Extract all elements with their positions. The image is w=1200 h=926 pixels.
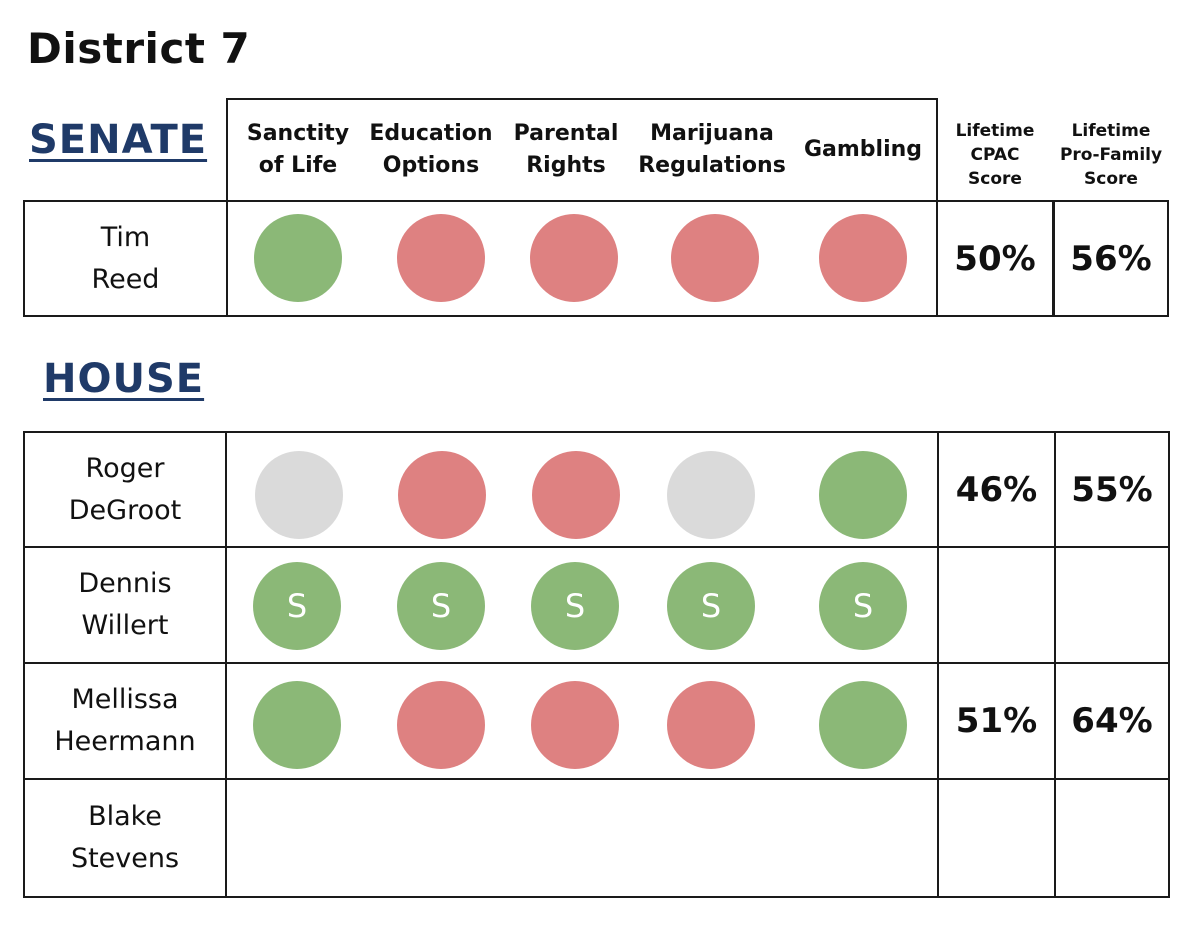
page-title: District 7: [27, 24, 251, 73]
vote-mark: S: [430, 587, 452, 625]
vote-mark: S: [564, 587, 586, 625]
vote-mark: S: [852, 587, 874, 625]
cpac-score: 46%: [955, 469, 1038, 510]
header-gambling: Gambling: [803, 137, 923, 162]
vote-dot: S: [819, 562, 907, 650]
pro-family-score: 55%: [1071, 469, 1153, 510]
pro-family-score: 56%: [1053, 200, 1169, 317]
house-table: [23, 431, 1170, 898]
vote-dot: [397, 681, 485, 769]
vote-dot: S: [667, 562, 755, 650]
representative-name: Blake Stevens: [70, 801, 180, 874]
house-divider: [937, 431, 939, 898]
house-divider: [1054, 431, 1056, 898]
senator-name-cell: Tim Reed: [23, 200, 228, 317]
vote-dot: [397, 214, 485, 302]
pro-family-score: [1056, 548, 1168, 662]
vote-dot: S: [397, 562, 485, 650]
representative-name: Mellissa Heermann: [54, 684, 196, 757]
senate-heading: SENATE: [29, 117, 208, 163]
vote-dot: [819, 214, 907, 302]
vote-dot: [671, 214, 759, 302]
vote-mark: S: [700, 587, 722, 625]
house-divider: [23, 778, 1170, 780]
header-parental-rights: Parental Rights: [513, 121, 619, 178]
vote-dot: [819, 451, 907, 539]
header-pro-family-score: Lifetime Pro-Family Score: [1059, 121, 1163, 189]
cpac-score: 51%: [955, 701, 1038, 741]
vote-dot: S: [253, 562, 341, 650]
vote-dot: [253, 681, 341, 769]
vote-dot: S: [531, 562, 619, 650]
vote-dot: [531, 681, 619, 769]
vote-dot: [667, 681, 755, 769]
vote-dot: [530, 214, 618, 302]
vote-dot: [255, 451, 343, 539]
vote-dot: [819, 681, 907, 769]
header-cpac-score: Lifetime CPAC Score: [955, 121, 1035, 189]
vote-mark: S: [286, 587, 308, 625]
house-divider: [225, 431, 227, 898]
header-sanctity-of-life: Sanctity of Life: [246, 121, 350, 178]
representative-name: Roger DeGroot: [68, 452, 182, 526]
header-education-options: Education Options: [369, 121, 493, 178]
vote-dot: [667, 451, 755, 539]
senate-issue-header: [226, 98, 938, 202]
house-divider: [23, 662, 1170, 664]
cpac-score: 50%: [936, 200, 1054, 317]
vote-dot: [254, 214, 342, 302]
pro-family-score: 64%: [1071, 701, 1153, 741]
house-divider: [23, 546, 1170, 548]
vote-dot: [532, 451, 620, 539]
vote-dot: [398, 451, 486, 539]
house-heading: HOUSE: [43, 356, 205, 402]
representative-name: Dennis Willert: [78, 568, 172, 641]
cpac-score: [939, 548, 1054, 662]
header-marijuana-regulations: Marijuana Regulations: [638, 121, 786, 178]
